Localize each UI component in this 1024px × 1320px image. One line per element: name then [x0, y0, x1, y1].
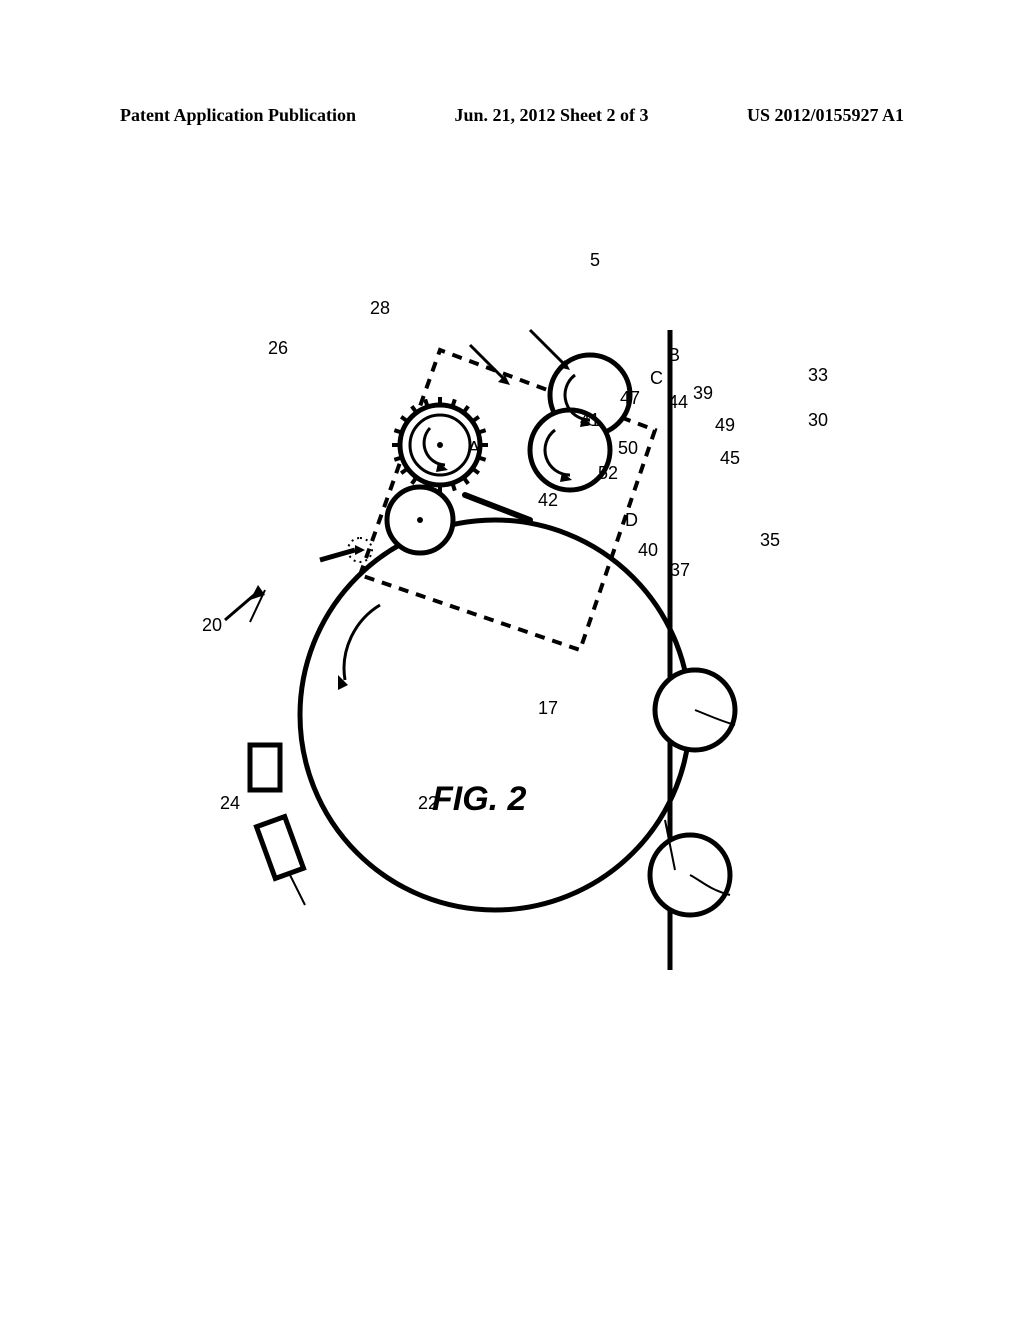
label-17: 17 [538, 698, 558, 719]
label-B: B [668, 345, 680, 366]
page-header: Patent Application Publication Jun. 21, … [0, 105, 1024, 126]
label-52: 52 [598, 463, 618, 484]
label-26: 26 [268, 338, 288, 359]
figure-svg [120, 260, 900, 1060]
label-45: 45 [720, 448, 740, 469]
label-41: 41 [580, 410, 600, 431]
label-42: 42 [538, 490, 558, 511]
label-28: 28 [370, 298, 390, 319]
figure-title: FIG. 2 [432, 780, 526, 819]
header-center: Jun. 21, 2012 Sheet 2 of 3 [454, 105, 648, 126]
label-A: A [468, 438, 480, 459]
header-left: Patent Application Publication [120, 105, 356, 126]
label-37: 37 [670, 560, 690, 581]
label-30: 30 [808, 410, 828, 431]
label-24: 24 [220, 793, 240, 814]
label-50: 50 [618, 438, 638, 459]
label-20: 20 [202, 615, 222, 636]
figure-container: 5 28 26 20 24 22 17 A 33 30 35 37 39 49 … [120, 260, 900, 1060]
label-C: C [650, 368, 663, 389]
label-5: 5 [590, 250, 600, 271]
label-35: 35 [760, 530, 780, 551]
label-40: 40 [638, 540, 658, 561]
label-33: 33 [808, 365, 828, 386]
label-47: 47 [620, 388, 640, 409]
label-D: D [625, 510, 638, 531]
label-49: 49 [715, 415, 735, 436]
label-44: 44 [668, 392, 688, 413]
header-right: US 2012/0155927 A1 [747, 105, 904, 126]
label-39: 39 [693, 383, 713, 404]
